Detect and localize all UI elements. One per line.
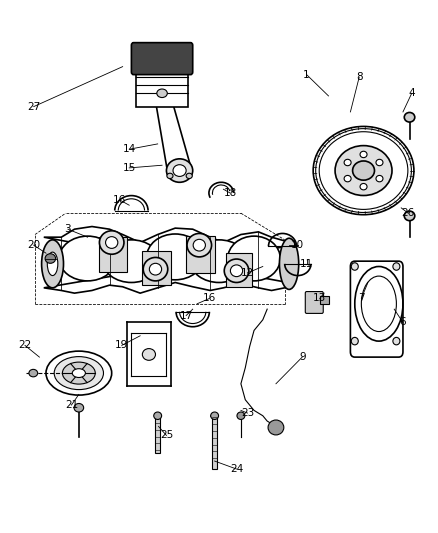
Ellipse shape [29, 369, 38, 377]
Text: 27: 27 [27, 102, 40, 111]
Text: 17: 17 [180, 311, 193, 320]
Ellipse shape [157, 89, 167, 98]
Text: 8: 8 [356, 72, 363, 82]
Ellipse shape [186, 173, 192, 179]
Text: 14: 14 [123, 144, 136, 154]
Ellipse shape [268, 420, 284, 435]
Text: 12: 12 [241, 268, 254, 278]
Ellipse shape [74, 403, 84, 412]
Text: 24: 24 [230, 464, 243, 474]
Polygon shape [154, 93, 192, 171]
FancyBboxPatch shape [350, 261, 403, 357]
Ellipse shape [103, 240, 160, 282]
Ellipse shape [224, 259, 249, 282]
FancyBboxPatch shape [305, 292, 323, 313]
Ellipse shape [149, 263, 162, 275]
Text: 18: 18 [223, 188, 237, 198]
Ellipse shape [166, 159, 193, 182]
Text: 22: 22 [18, 341, 32, 350]
Text: 6: 6 [399, 318, 406, 327]
Ellipse shape [351, 337, 358, 345]
Text: 11: 11 [300, 259, 313, 269]
Ellipse shape [351, 263, 358, 270]
Polygon shape [186, 236, 215, 273]
Text: 9: 9 [299, 352, 306, 362]
FancyBboxPatch shape [212, 416, 217, 469]
Ellipse shape [47, 252, 58, 276]
Ellipse shape [142, 349, 155, 360]
Text: 16: 16 [113, 195, 126, 205]
Ellipse shape [54, 357, 103, 390]
FancyBboxPatch shape [131, 43, 193, 75]
Text: 26: 26 [402, 208, 415, 218]
Text: 20: 20 [27, 240, 40, 250]
Text: 23: 23 [241, 408, 254, 418]
Text: 4: 4 [408, 88, 415, 98]
Ellipse shape [45, 254, 56, 263]
Ellipse shape [106, 237, 118, 248]
Ellipse shape [193, 239, 205, 251]
FancyBboxPatch shape [155, 416, 160, 453]
Text: 15: 15 [123, 163, 136, 173]
Text: 19: 19 [115, 341, 128, 350]
Ellipse shape [187, 233, 212, 257]
Ellipse shape [237, 412, 245, 419]
Text: 21: 21 [65, 400, 78, 410]
Ellipse shape [143, 257, 168, 281]
Ellipse shape [173, 165, 186, 176]
Ellipse shape [167, 173, 173, 179]
Ellipse shape [404, 112, 415, 122]
Ellipse shape [404, 211, 415, 221]
Ellipse shape [376, 159, 383, 166]
Ellipse shape [154, 412, 162, 419]
Ellipse shape [335, 146, 392, 196]
Ellipse shape [191, 240, 247, 282]
Text: 3: 3 [64, 224, 71, 234]
Text: 1: 1 [303, 70, 310, 79]
Ellipse shape [63, 362, 95, 384]
Ellipse shape [42, 240, 64, 288]
Ellipse shape [344, 175, 351, 182]
Ellipse shape [353, 161, 374, 180]
FancyBboxPatch shape [136, 69, 188, 107]
Polygon shape [226, 253, 252, 287]
Text: 25: 25 [160, 431, 173, 440]
Ellipse shape [72, 369, 85, 377]
Text: 10: 10 [291, 240, 304, 250]
Ellipse shape [59, 236, 116, 281]
Ellipse shape [376, 175, 383, 182]
Ellipse shape [279, 238, 299, 289]
Ellipse shape [46, 351, 112, 395]
Text: 16: 16 [203, 294, 216, 303]
Polygon shape [44, 227, 293, 293]
Ellipse shape [393, 263, 400, 270]
Polygon shape [99, 237, 127, 272]
Ellipse shape [99, 231, 124, 254]
Ellipse shape [230, 265, 243, 277]
Ellipse shape [147, 234, 204, 280]
Ellipse shape [393, 337, 400, 345]
Ellipse shape [360, 183, 367, 190]
Ellipse shape [360, 151, 367, 158]
Ellipse shape [228, 236, 280, 281]
Polygon shape [142, 251, 171, 285]
Text: 7: 7 [358, 294, 365, 303]
Ellipse shape [313, 126, 414, 215]
FancyBboxPatch shape [320, 296, 328, 304]
Ellipse shape [344, 159, 351, 166]
Text: 13: 13 [313, 294, 326, 303]
Ellipse shape [211, 412, 219, 419]
